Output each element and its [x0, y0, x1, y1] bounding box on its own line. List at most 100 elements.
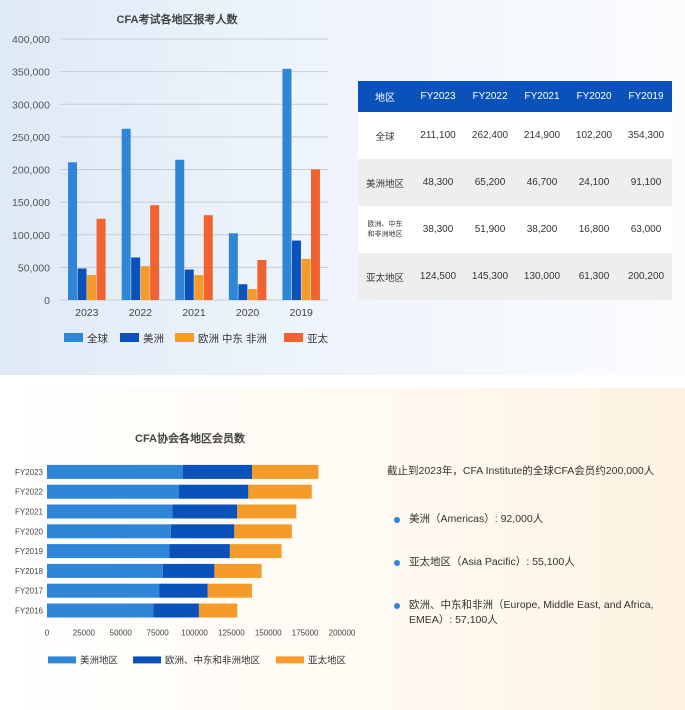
bar	[68, 162, 78, 300]
bar-segment	[248, 484, 312, 499]
table-cell: 102,200	[568, 112, 620, 159]
bar-segment	[47, 563, 163, 578]
x-tick-label: 200000	[329, 628, 356, 637]
bar-segment	[47, 464, 183, 479]
bar-segment	[47, 544, 170, 559]
legend-label: 欧洲、中东和非洲地区	[165, 654, 261, 666]
list-item: 美洲（Americas）: 92,000人	[387, 512, 682, 527]
table-cell: 211,100	[412, 112, 464, 159]
bar	[291, 240, 301, 300]
y-tick-label: FY2022	[15, 488, 44, 497]
bar-segment	[198, 603, 238, 618]
bar-segment	[162, 563, 215, 578]
x-tick-label: 0	[45, 628, 50, 637]
y-tick-label: 100,000	[12, 230, 50, 242]
legend-label: 美洲地区	[80, 654, 119, 666]
y-tick-label: 50,000	[18, 262, 50, 274]
table-cell: 46,700	[516, 159, 568, 206]
member-list: 美洲（Americas）: 92,000人 亚太地区（Asia Pacific）…	[387, 512, 682, 628]
legend-swatch	[133, 656, 161, 664]
table-header: FY2019	[620, 81, 672, 112]
table-cell: 38,300	[412, 206, 464, 253]
bar	[228, 233, 238, 300]
bar-segment	[214, 563, 262, 578]
y-tick-label: 350,000	[12, 67, 50, 79]
bar-segment	[169, 544, 230, 559]
table-cell: 38,200	[516, 206, 568, 253]
table-cell: 124,500	[412, 253, 464, 300]
table-header: FY2020	[568, 81, 620, 112]
bar	[203, 215, 213, 300]
table-cell: 354,300	[620, 112, 672, 159]
bullet-icon	[394, 560, 400, 566]
bar	[87, 275, 97, 300]
bar	[301, 258, 311, 300]
y-tick-label: FY2020	[15, 527, 44, 536]
bar	[121, 128, 131, 300]
y-tick-label: 200,000	[12, 165, 50, 177]
table-cell: 48,300	[412, 159, 464, 206]
x-tick-label: 2020	[236, 307, 260, 319]
legend-label: 全球	[87, 332, 108, 345]
x-tick-label: 75000	[147, 628, 170, 637]
table-header: FY2023	[412, 81, 464, 112]
y-tick-label: FY2023	[15, 468, 44, 477]
y-tick-label: 150,000	[12, 197, 50, 209]
bar-segment	[47, 504, 173, 519]
x-tick-label: 50000	[110, 628, 133, 637]
table-row: 全球 211,100 262,400 214,900 102,200 354,3…	[358, 112, 672, 159]
chart2-title: CFA协会各地区会员数	[135, 431, 246, 445]
bar-segment	[182, 464, 253, 479]
region-line: 欧洲、中东	[367, 220, 403, 228]
bar	[96, 218, 106, 300]
bar	[194, 275, 204, 300]
bar	[310, 169, 320, 300]
x-tick-label: 25000	[73, 628, 96, 637]
bar-segment	[172, 504, 238, 519]
bar	[238, 284, 248, 300]
legend-label: 亚太地区	[308, 654, 347, 666]
bar-segment	[234, 524, 292, 539]
list-item-text: 欧洲、中东和非洲（Europe, Middle East, and Africa…	[409, 599, 654, 626]
x-tick-label: 100000	[181, 628, 208, 637]
bar-segment	[207, 583, 253, 598]
table-cell: 200,200	[620, 253, 672, 300]
legend-swatch	[175, 333, 194, 342]
table-cell: 61,300	[568, 253, 620, 300]
table-cell: 145,300	[464, 253, 516, 300]
table-cell: 91,100	[620, 159, 672, 206]
y-tick-label: FY2017	[15, 587, 44, 596]
table-cell: 214,900	[516, 112, 568, 159]
table-row: 欧洲、中东 和非洲地区 38,300 51,900 38,200 16,800 …	[358, 206, 672, 253]
y-tick-label: FY2021	[15, 508, 44, 517]
bar-segment	[170, 524, 235, 539]
legend-swatch	[120, 333, 139, 342]
table-header: FY2022	[464, 81, 516, 112]
bar-segment	[229, 544, 282, 559]
table-cell-region: 全球	[358, 112, 412, 159]
bar-segment	[237, 504, 297, 519]
list-item: 欧洲、中东和非洲（Europe, Middle East, and Africa…	[387, 598, 682, 628]
bar	[282, 68, 292, 301]
bar	[257, 260, 267, 300]
bar-segment	[47, 484, 180, 499]
y-tick-label: 400,000	[12, 34, 50, 46]
bar	[150, 205, 160, 300]
table-cell: 262,400	[464, 112, 516, 159]
table-row: 亚太地区 124,500 145,300 130,000 61,300 200,…	[358, 253, 672, 300]
table-header: FY2021	[516, 81, 568, 112]
table-cell-region: 亚太地区	[358, 253, 412, 300]
table-cell: 16,800	[568, 206, 620, 253]
table-cell-region: 欧洲、中东 和非洲地区	[358, 206, 412, 253]
exam-applicants-chart: CFA考试各地区报考人数 0 50,000 100,000 150,000 200,00…	[12, 12, 328, 345]
exam-applicants-table: 地区 FY2023 FY2022 FY2021 FY2020 FY2019 全球…	[358, 81, 672, 300]
legend-label: 亚太	[307, 332, 328, 345]
table-cell: 65,200	[464, 159, 516, 206]
member-summary: 截止到2023年，CFA Institute的全球CFA会员约200,000人 …	[387, 463, 682, 656]
legend-swatch	[276, 656, 304, 664]
bar-segment	[179, 484, 249, 499]
table-header-row: 地区 FY2023 FY2022 FY2021 FY2020 FY2019	[358, 81, 672, 112]
bar-segment	[153, 603, 199, 618]
bar-segment	[159, 583, 208, 598]
legend-label: 美洲	[143, 332, 164, 345]
